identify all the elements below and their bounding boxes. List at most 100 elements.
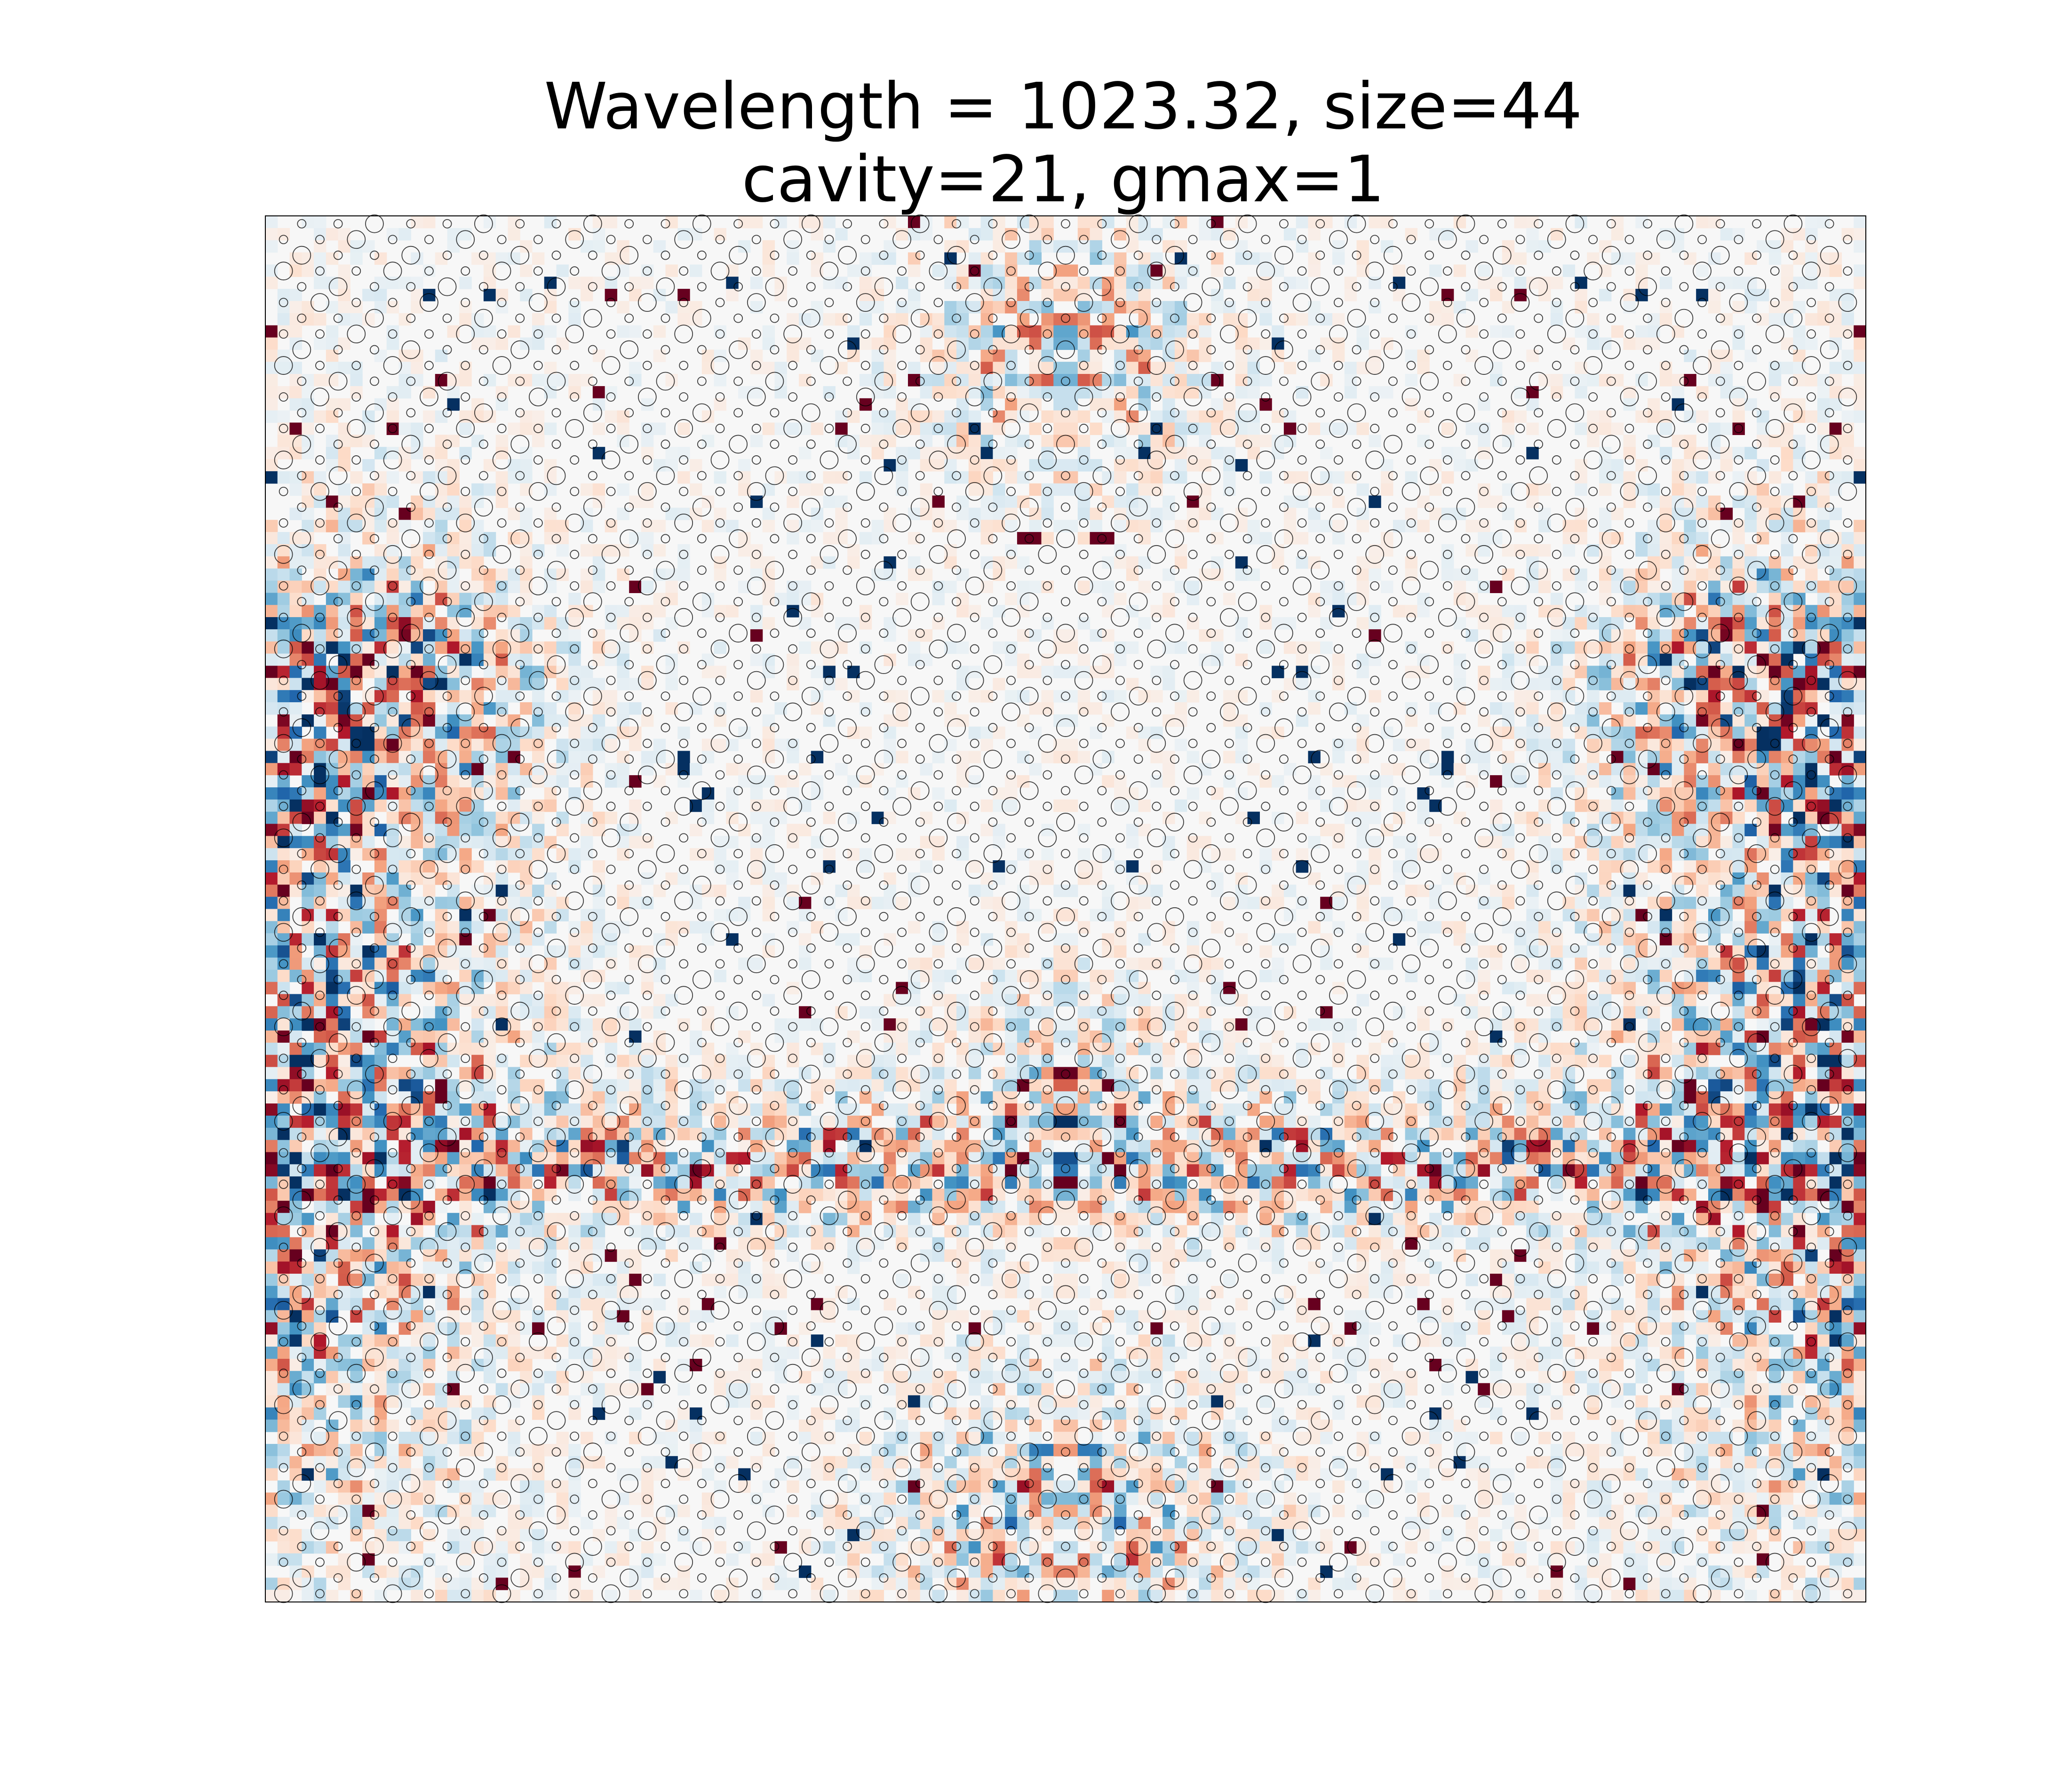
heatmap-cell (920, 216, 933, 229)
heatmap-cell (1296, 860, 1309, 873)
heatmap-cell (835, 520, 848, 532)
heatmap-cell (483, 1067, 496, 1080)
heatmap-cell (447, 1055, 460, 1068)
heatmap-cell (1478, 398, 1490, 411)
heatmap-cell (1114, 228, 1127, 241)
heatmap-cell (302, 435, 314, 447)
heatmap-cell (1502, 435, 1515, 447)
heatmap-cell (411, 726, 423, 739)
heatmap-cell (1296, 216, 1309, 229)
heatmap-cell (1066, 471, 1078, 484)
heatmap-cell (617, 884, 629, 897)
heatmap-cell (1805, 909, 1818, 921)
heatmap-cell (1090, 763, 1102, 776)
heatmap-cell (581, 568, 593, 581)
heatmap-cell (677, 751, 690, 763)
heatmap-cell (605, 641, 618, 654)
heatmap-cell (920, 495, 933, 508)
heatmap-cell (544, 945, 557, 958)
heatmap-cell (1223, 471, 1236, 484)
heatmap-cell (993, 641, 1005, 654)
heatmap-cell (386, 982, 399, 995)
heatmap-cell (1077, 1067, 1091, 1080)
heatmap-cell (520, 520, 533, 532)
heatmap-cell (265, 666, 278, 678)
heatmap-cell (1841, 1042, 1854, 1055)
heatmap-cell (1599, 775, 1612, 788)
heatmap-cell (592, 653, 605, 666)
heatmap-cell (1017, 386, 1030, 399)
heatmap-cell (1066, 714, 1078, 727)
heatmap-cell (1053, 483, 1066, 496)
heatmap-cell (314, 313, 326, 326)
heatmap-cell (314, 896, 326, 910)
heatmap-cell (1648, 520, 1660, 532)
heatmap-cell (265, 617, 278, 630)
heatmap-cell (920, 629, 933, 642)
heatmap-cell (896, 896, 908, 910)
heatmap-cell (980, 447, 993, 460)
heatmap-cell (265, 1067, 278, 1080)
heatmap-cell (483, 763, 496, 776)
heatmap-cell (362, 459, 375, 472)
heatmap-cell (1514, 252, 1527, 265)
heatmap-cell (277, 410, 290, 423)
heatmap-cell (411, 216, 423, 229)
heatmap-cell (508, 678, 520, 690)
heatmap-cell (1211, 848, 1224, 861)
heatmap-cell (326, 799, 339, 812)
heatmap-cell (1805, 653, 1818, 666)
heatmap-cell (362, 629, 375, 642)
heatmap-cell (1575, 714, 1587, 727)
heatmap-cell (1162, 751, 1175, 763)
heatmap-cell (1308, 593, 1321, 605)
heatmap-cell (908, 1031, 921, 1043)
heatmap-cell (338, 580, 351, 593)
heatmap-cell (1841, 349, 1854, 362)
heatmap-cell (1102, 666, 1115, 678)
heatmap-cell (1623, 471, 1636, 484)
heatmap-cell (1502, 568, 1515, 581)
heatmap-cell (1453, 666, 1466, 678)
heatmap-cell (568, 653, 581, 666)
heatmap-cell (1854, 1031, 1866, 1043)
heatmap-cell (1102, 909, 1115, 921)
heatmap-cell (896, 690, 908, 703)
heatmap-cell (1841, 666, 1854, 678)
heatmap-cell (1478, 447, 1490, 460)
heatmap-cell (835, 471, 848, 484)
heatmap-cell (1599, 1031, 1612, 1043)
heatmap-cell (483, 641, 496, 654)
heatmap-cell (592, 994, 605, 1007)
heatmap-cells (265, 216, 1866, 1602)
heatmap-cell (314, 811, 326, 825)
heatmap-cell (690, 763, 702, 776)
heatmap-cell (314, 653, 326, 666)
heatmap-cell (1005, 593, 1018, 605)
heatmap-cell (1696, 969, 1709, 983)
heatmap-cell (1611, 933, 1624, 946)
heatmap-cell (605, 289, 618, 301)
heatmap-cell (1562, 1067, 1576, 1080)
heatmap-cell (471, 1042, 484, 1055)
heatmap-cell (968, 447, 981, 460)
heatmap-cell (1369, 848, 1381, 861)
heatmap-cell (1611, 422, 1624, 435)
heatmap-cell (1235, 751, 1248, 763)
heatmap-cell (483, 374, 496, 387)
heatmap-cell (1587, 337, 1600, 350)
heatmap-cell (1441, 228, 1454, 241)
heatmap-cell (374, 690, 387, 703)
heatmap-cell (471, 1006, 484, 1019)
heatmap-cell (762, 422, 775, 435)
heatmap-cell (617, 301, 629, 314)
heatmap-cell (1538, 520, 1551, 532)
heatmap-cell (1174, 374, 1187, 387)
heatmap-cell (1174, 702, 1187, 715)
heatmap-cell (1138, 325, 1151, 338)
heatmap-cell (277, 1018, 290, 1031)
heatmap-cell (1174, 1006, 1187, 1019)
heatmap-cell (1332, 422, 1345, 435)
heatmap-cell (277, 349, 290, 362)
heatmap-cell (884, 337, 896, 350)
